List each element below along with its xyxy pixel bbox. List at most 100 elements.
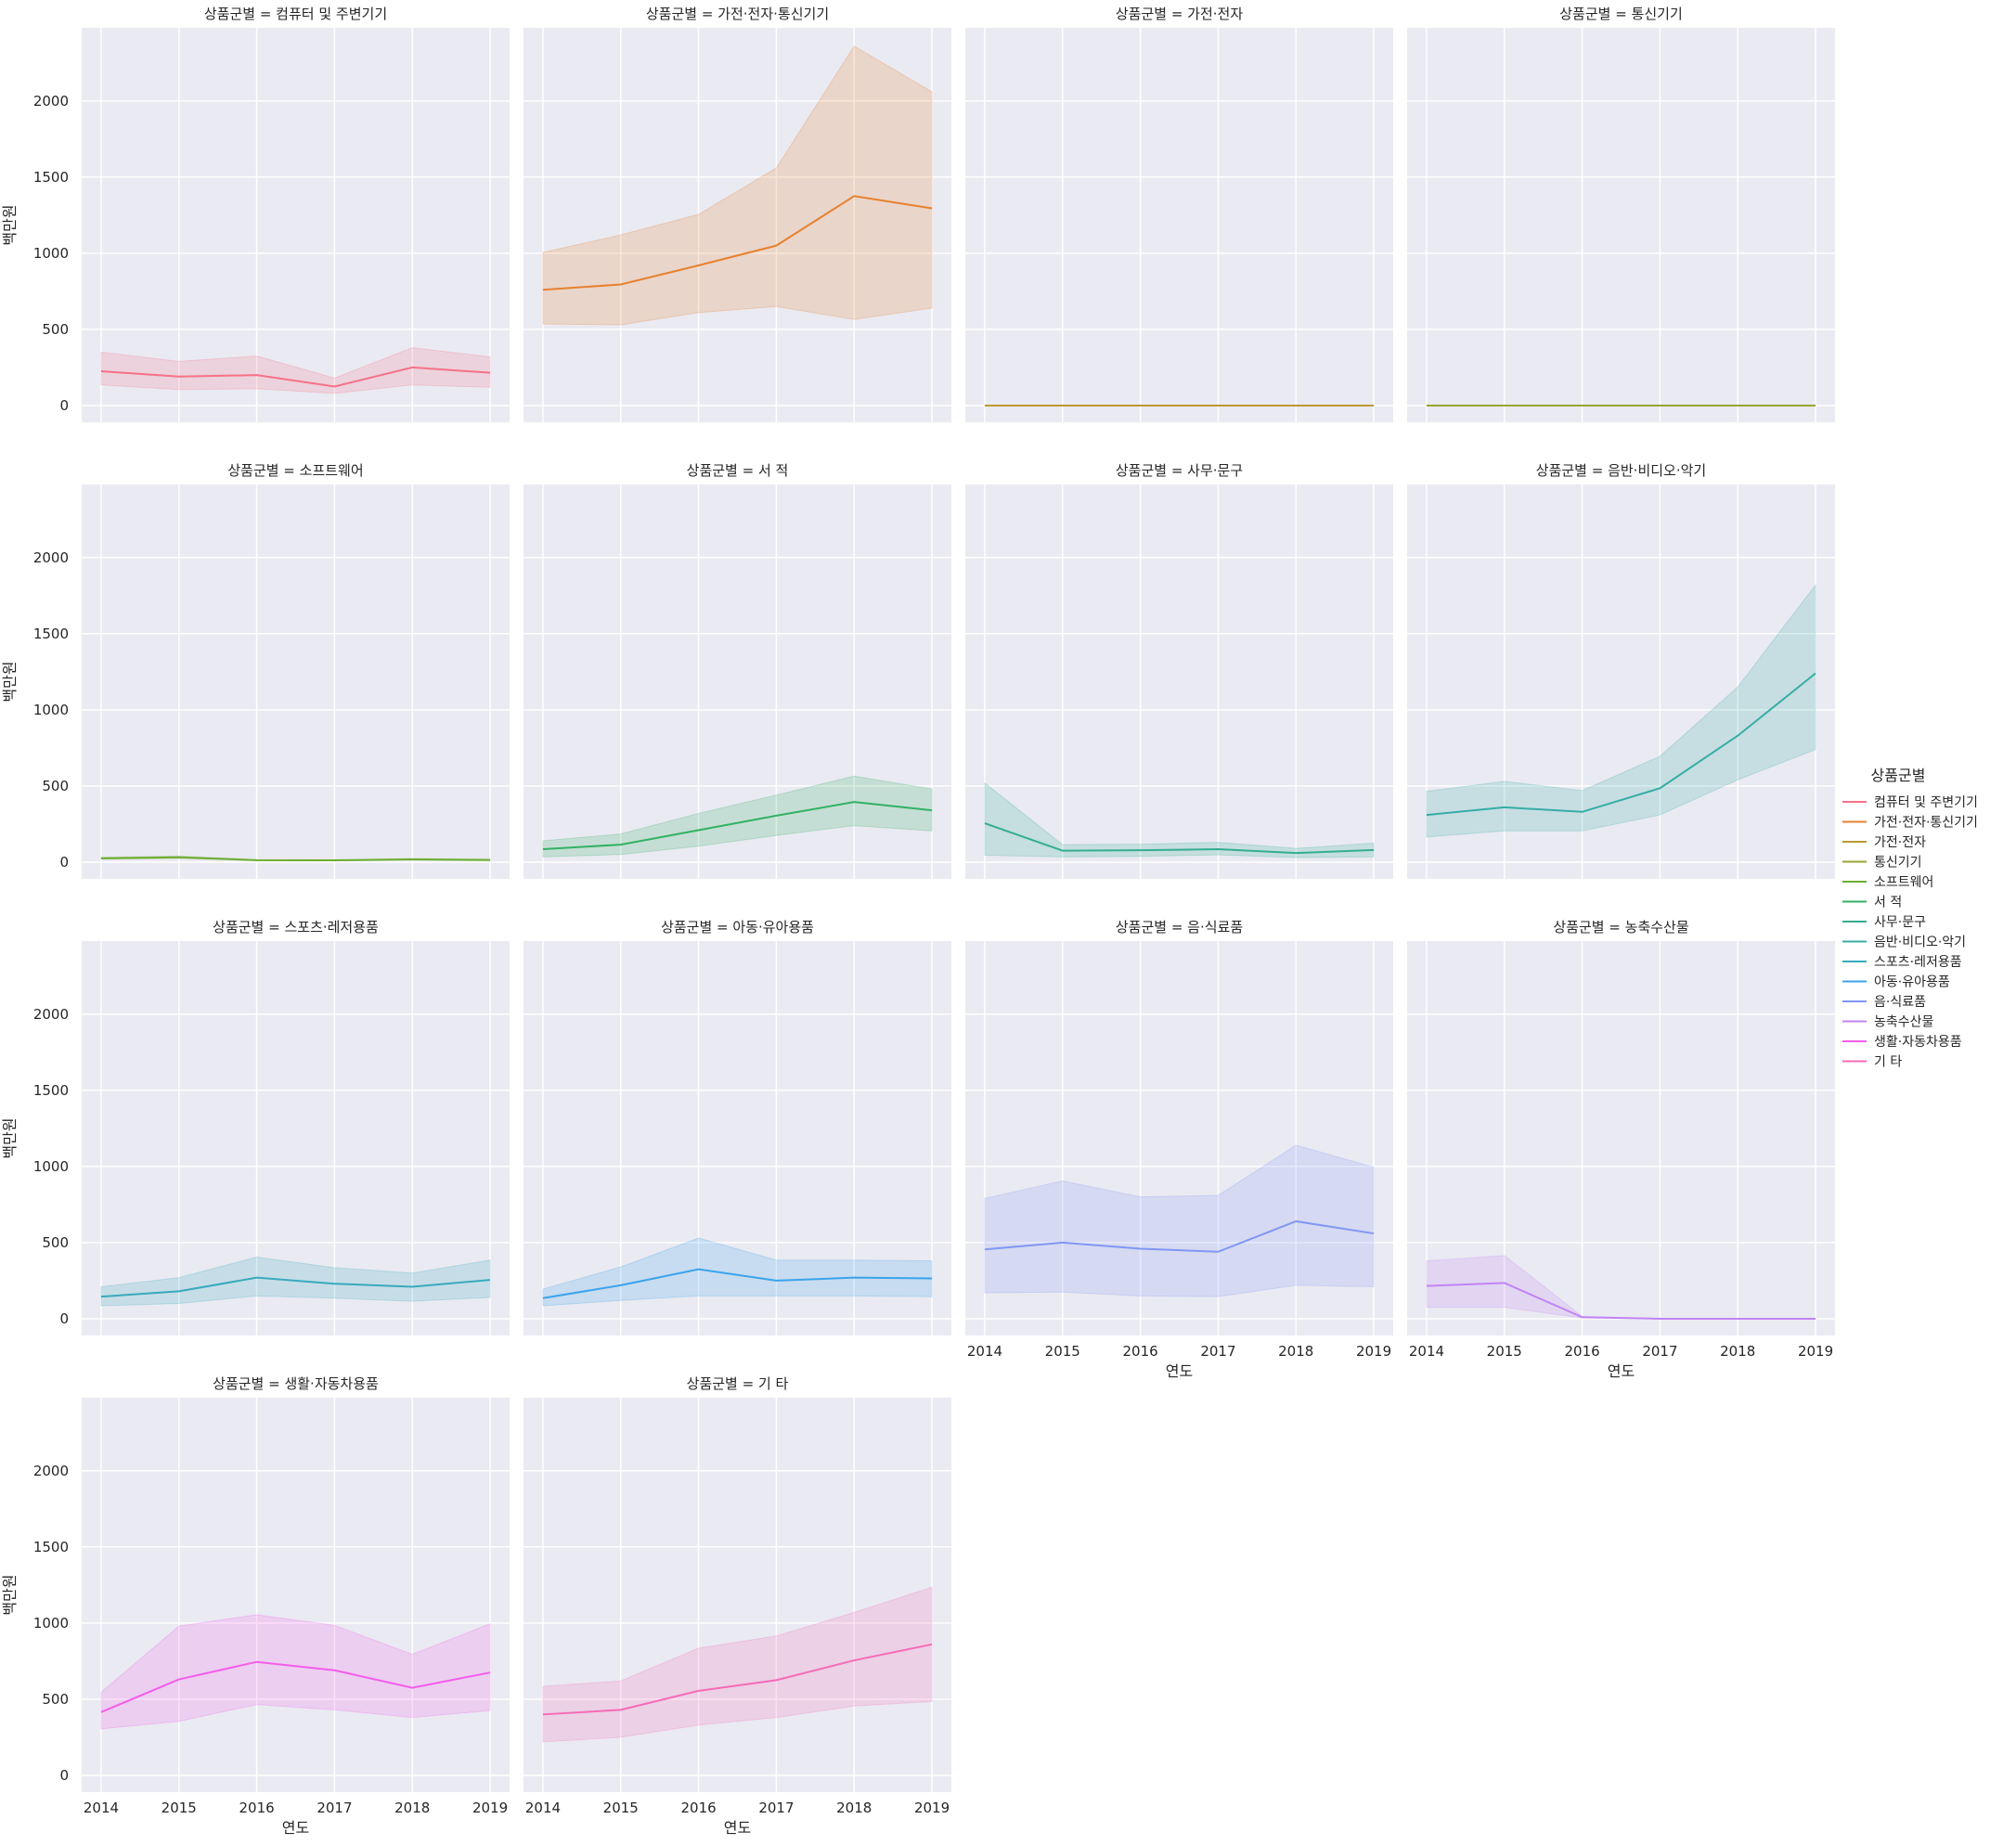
data-point [983, 1247, 987, 1251]
data-point [410, 1284, 414, 1288]
data-point [619, 1284, 623, 1287]
legend-label: 서 적 [1874, 896, 1902, 910]
data-point [488, 858, 492, 862]
data-point [1294, 404, 1298, 407]
data-point [983, 821, 987, 825]
data-point [1294, 1219, 1298, 1223]
facet-title: 상품군별 = 농축수산물 [1553, 919, 1688, 935]
data-point [488, 1671, 492, 1674]
y-axis-label: 백만원 [1, 1117, 19, 1158]
y-tick-label: 0 [59, 1767, 69, 1784]
data-point [1503, 1281, 1506, 1284]
confidence-band [984, 1144, 1375, 1297]
confidence-band [542, 45, 933, 326]
y-tick-label: 2000 [33, 1463, 69, 1479]
facet-title: 상품군별 = 서 적 [687, 462, 789, 479]
facet-14: 상품군별 = 기 타 2014 2015 2016 2017 2018 2019 연도 [523, 1375, 951, 1837]
data-point [697, 828, 701, 832]
x-axis-label: 연도 [724, 1819, 751, 1837]
legend-item: 음·식료품 [1842, 995, 1926, 1010]
data-point [177, 856, 181, 859]
x-tick-label: 2014 [1409, 1343, 1444, 1360]
x-tick-label: 2017 [1642, 1343, 1677, 1360]
plot-background [82, 28, 510, 422]
y-tick-label: 1000 [33, 702, 69, 718]
legend-item: 서 적 [1842, 896, 1902, 910]
plot-background [523, 941, 951, 1335]
facet-title: 상품군별 = 아동·유아용품 [661, 919, 814, 935]
data-point [619, 1708, 623, 1711]
data-point [852, 800, 856, 804]
plot-background [1407, 941, 1835, 1335]
x-tick-label: 2015 [1045, 1343, 1080, 1360]
x-tick-label: 2014 [967, 1343, 1002, 1360]
data-point [410, 858, 414, 861]
data-point [774, 814, 778, 818]
series-line [1426, 672, 1816, 817]
legend-label: 음반·비디오·악기 [1874, 935, 1966, 950]
y-tick-label: 0 [59, 397, 69, 414]
legend-label: 음·식료품 [1874, 995, 1926, 1010]
facet-title: 상품군별 = 가전·전자·통신기기 [646, 6, 829, 22]
legend-label: 가전·전자·통신기기 [1874, 816, 1978, 831]
y-tick-label: 1500 [33, 626, 69, 642]
facet-title: 상품군별 = 음반·비디오·악기 [1536, 462, 1706, 479]
data-point [930, 1276, 934, 1280]
data-point [1736, 1317, 1739, 1321]
x-tick-label: 2018 [1720, 1343, 1755, 1360]
x-tick-label: 2015 [603, 1800, 639, 1816]
series-line [1426, 1282, 1816, 1320]
legend-label: 농축수산물 [1874, 1015, 1934, 1030]
data-point [1503, 806, 1506, 809]
data-point [410, 366, 414, 369]
y-tick-label: 2000 [33, 1006, 69, 1023]
series-line [542, 195, 933, 291]
data-point [1216, 404, 1220, 407]
x-tick-label: 2018 [1278, 1343, 1313, 1360]
y-tick-label: 500 [42, 778, 69, 794]
series-line [100, 1276, 491, 1298]
data-point [1061, 404, 1065, 407]
facet-13: 상품군별 = 생활·자동차용품 0 500 1000 1500 2000 백만원 2014 20… [1, 1375, 510, 1837]
facet-12: 상품군별 = 농축수산물 2014 2015 2016 2017 2018 2019 연도 [1407, 919, 1835, 1380]
data-point [177, 1678, 181, 1682]
plot-background [82, 1398, 510, 1792]
legend-item: 아동·유아용품 [1842, 975, 1950, 990]
confidence-band [542, 1237, 933, 1307]
data-point [852, 1276, 856, 1280]
data-point [332, 384, 336, 388]
data-point [697, 264, 701, 267]
data-point [99, 1295, 103, 1298]
facet-title: 상품군별 = 통신기기 [1559, 6, 1683, 22]
plot-background [523, 28, 951, 422]
data-point [1372, 1232, 1376, 1235]
legend-item: 컴퓨터 및 주변기기 [1842, 795, 1978, 810]
data-point [488, 371, 492, 375]
x-tick-label: 2014 [84, 1800, 119, 1816]
y-tick-label: 500 [42, 321, 69, 338]
x-tick-label: 2018 [394, 1800, 430, 1816]
y-tick-label: 1500 [33, 169, 69, 186]
x-tick-label: 2017 [317, 1800, 352, 1816]
legend-item: 음반·비디오·악기 [1842, 935, 1966, 950]
facet-6: 상품군별 = 서 적 [523, 462, 951, 879]
series-line [984, 822, 1375, 855]
legend-label: 통신기기 [1874, 856, 1922, 871]
data-point [774, 1678, 778, 1682]
y-tick-label: 1500 [33, 1539, 69, 1555]
legend-title: 상품군별 [1871, 767, 1926, 784]
data-point [99, 857, 103, 860]
plot-background [82, 484, 510, 879]
data-point [852, 1658, 856, 1662]
data-point [255, 1276, 259, 1280]
legend-label: 아동·유아용품 [1874, 975, 1950, 990]
plot-background [1407, 484, 1835, 879]
legend-label: 스포츠·레저용품 [1874, 955, 1962, 970]
legend-item: 사무·문구 [1842, 915, 1926, 930]
data-point [1658, 404, 1661, 407]
x-tick-label: 2014 [525, 1800, 561, 1816]
x-tick-label: 2016 [1122, 1343, 1157, 1360]
data-point [255, 1660, 259, 1664]
plot-background [965, 28, 1393, 422]
